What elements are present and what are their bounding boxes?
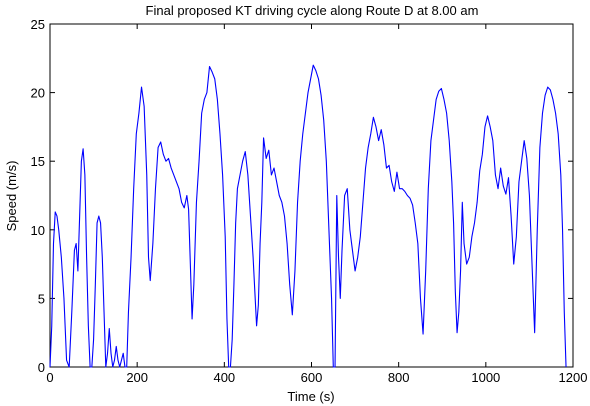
- x-tick-label: 0: [46, 370, 53, 385]
- y-tick-label: 20: [31, 86, 45, 101]
- x-tick-label: 600: [301, 370, 323, 385]
- speed-line: [49, 64, 567, 368]
- x-tick-label: 1200: [559, 370, 588, 385]
- y-axis-label: Speed (m/s): [4, 161, 19, 232]
- y-tick-label: 0: [38, 360, 45, 375]
- axis-ticks: 0 200 400 600 800 1000 1200 0 5 10 15 20 25: [31, 17, 588, 385]
- y-tick-label: 15: [31, 154, 45, 169]
- y-tick-label: 10: [31, 223, 45, 238]
- x-tick-label: 200: [126, 370, 148, 385]
- x-tick-label: 1000: [471, 370, 500, 385]
- x-tick-label: 400: [213, 370, 235, 385]
- y-tick-label: 25: [31, 17, 45, 32]
- x-axis-label: Time (s): [287, 389, 334, 404]
- x-tick-label: 800: [388, 370, 410, 385]
- plot-area: [49, 23, 574, 368]
- chart-title: Final proposed KT driving cycle along Ro…: [146, 3, 479, 18]
- y-tick-label: 5: [38, 291, 45, 306]
